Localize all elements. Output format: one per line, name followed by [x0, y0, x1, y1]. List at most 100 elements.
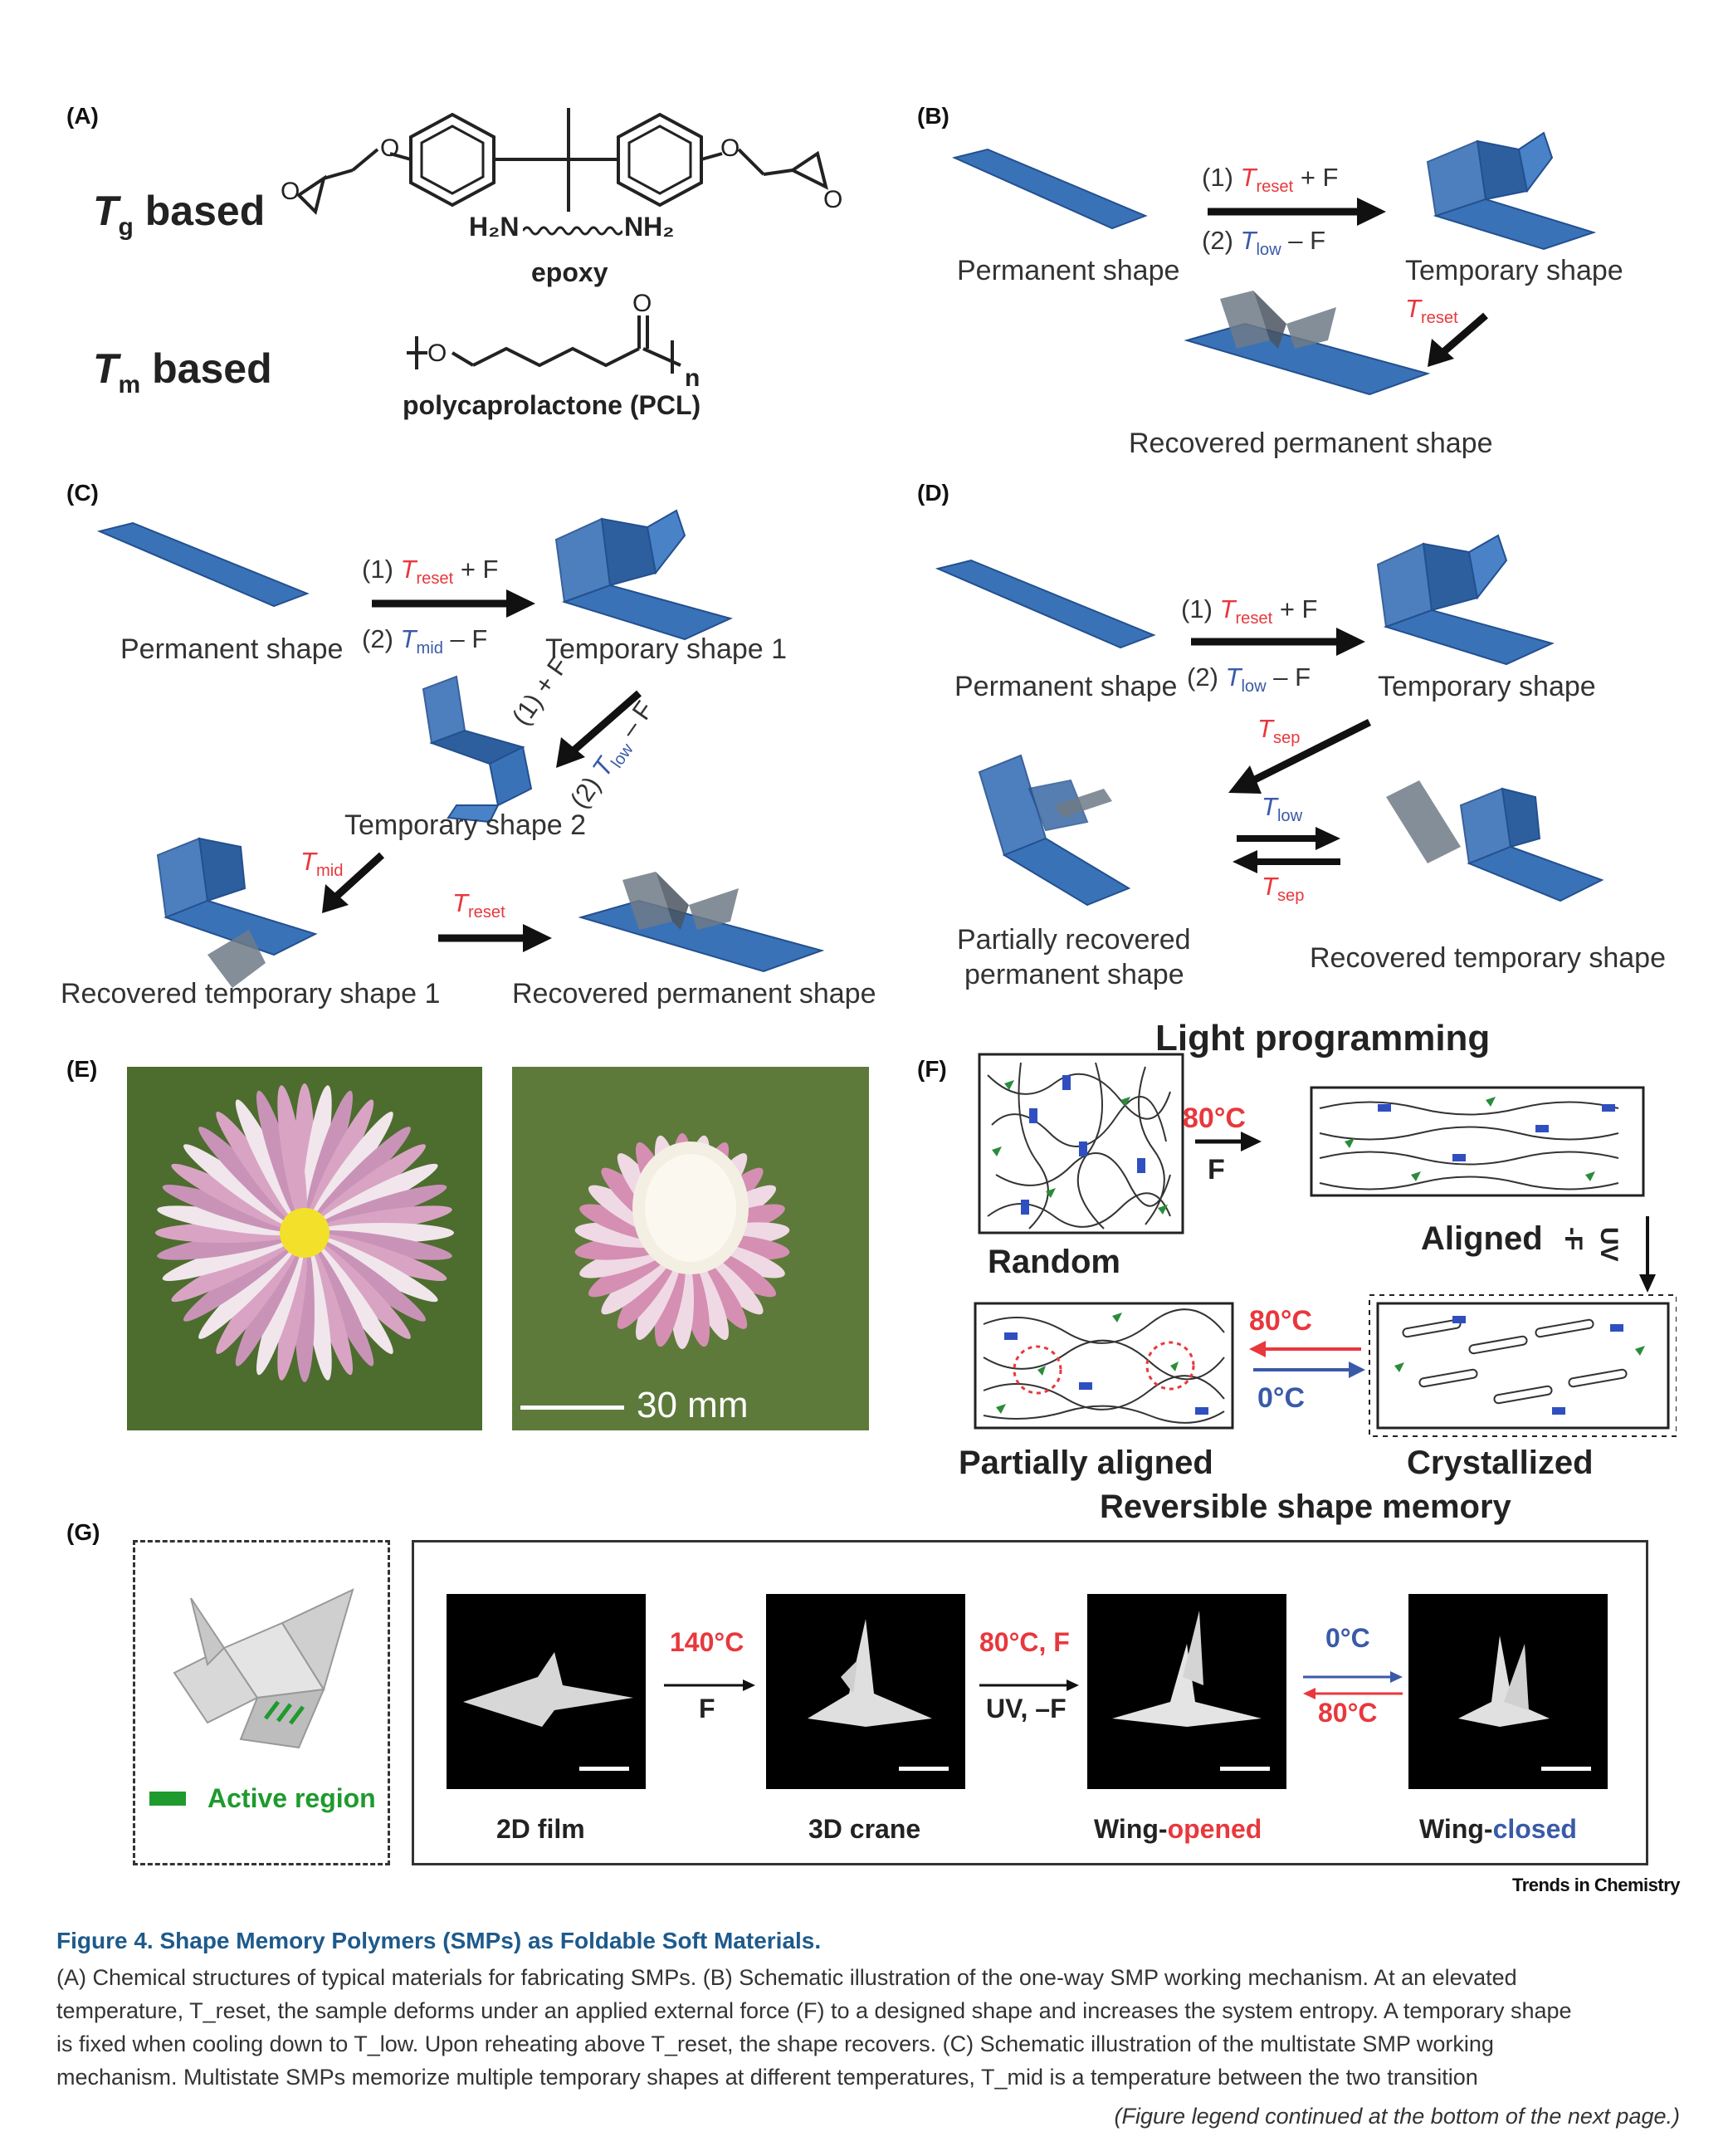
f-step-force: F [1208, 1154, 1225, 1186]
scale-bar [520, 1406, 624, 1410]
g-active-region-label: Active region [207, 1783, 376, 1813]
g-step2-uv: UV, –F [986, 1694, 1067, 1723]
b-temporary-shape [1426, 131, 1597, 251]
d-step1: (1) Treset + F [1181, 594, 1318, 628]
pcl-structure: O O n [407, 290, 700, 390]
d-partial-label-1: Partially recovered [957, 924, 1191, 956]
c-recovered-perm-label: Recovered permanent shape [512, 978, 876, 1010]
figure-title: Figure 4. Shape Memory Polymers (SMPs) a… [56, 1928, 822, 1953]
g-photo-wing-opened [1087, 1594, 1286, 1789]
g-active-swatch [149, 1792, 186, 1806]
g-photo-2d-film [447, 1594, 646, 1789]
caption-line-2: temperature, T_reset, the sample deforms… [56, 1998, 1572, 2023]
g-crane-diagram [173, 1588, 354, 1749]
d-temporary-label: Temporary shape [1378, 671, 1596, 702]
g-cap-wing-closed: Wing-closed [1419, 1814, 1577, 1844]
g-step1-temp: 140°C [670, 1627, 744, 1657]
c-temporary2-shape [422, 675, 533, 824]
epoxide-o-left: O [281, 178, 300, 205]
pcl-name: polycaprolactone (PCL) [403, 390, 701, 420]
f-crystallized-label: Crystallized [1407, 1445, 1594, 1481]
g-step3-cool: 0°C [1325, 1623, 1370, 1653]
d-temporary-shape [1376, 534, 1555, 666]
b-recovered-label: Recovered permanent shape [1129, 428, 1493, 459]
epoxide-o-right: O [823, 186, 842, 213]
d-recovered-temp-shape [1386, 780, 1604, 902]
d-step2: (2) Tlow – F [1187, 662, 1311, 697]
flower-photo-closed: 30 mm [512, 1067, 869, 1430]
figure-caption: (A) Chemical structures of typical mater… [56, 1961, 1680, 2094]
c-permanent-sheet [96, 521, 310, 608]
panel-b-shapes [951, 131, 1597, 396]
f-cool: 0°C [1257, 1382, 1306, 1414]
panel-g-label: (G) [66, 1519, 100, 1545]
g-cap-2d-film: 2D film [496, 1814, 585, 1844]
g-step1-force: F [699, 1694, 715, 1723]
b-permanent-sheet [951, 148, 1148, 230]
panel-a-label: (A) [66, 103, 99, 129]
panel-c-shapes [96, 509, 825, 988]
caption-line-4: mechanism. Multistate SMPs memorize mult… [56, 2065, 1478, 2090]
d-partial-shape [978, 754, 1131, 907]
continued-note: (Figure legend continued at the bottom o… [1114, 2104, 1680, 2129]
tm-based-label: Tm based [93, 345, 272, 398]
panel-d-label: (D) [917, 480, 949, 506]
g-arrows [664, 1671, 1403, 1699]
d-sep2-label: Tsep [1262, 872, 1305, 906]
b-recovered-shape [1184, 291, 1431, 396]
c-mid-label: Tmid [300, 847, 344, 881]
d-sep-label: Tsep [1257, 714, 1301, 748]
c-permanent-label: Permanent shape [120, 633, 344, 665]
panel-f-diagram [974, 1053, 1677, 1437]
b-permanent-label: Permanent shape [957, 255, 1180, 286]
g-step3-heat: 80°C [1318, 1698, 1378, 1728]
c-step2: (2) Tmid – F [362, 624, 488, 658]
epoxy-amine-right: NH₂ [624, 212, 675, 242]
c-reset-label: Treset [452, 888, 505, 922]
panel-f-label: (F) [917, 1056, 947, 1082]
caption-line-3: is fixed when cooling down to T_low. Upo… [56, 2031, 1494, 2056]
f-aligned-label: Aligned [1421, 1220, 1543, 1257]
c-recovered-temp1-shape [156, 837, 318, 988]
d-permanent-label: Permanent shape [954, 671, 1178, 702]
f-footer-label: Reversible shape memory [1100, 1489, 1511, 1525]
c-temporary1-shape [554, 509, 733, 641]
g-step2-temp: 80°C, F [979, 1627, 1070, 1657]
c-temporary2-label: Temporary shape 2 [344, 809, 587, 841]
epoxy-o-right: O [720, 134, 740, 162]
d-recovered-temp-label: Recovered temporary shape [1310, 942, 1667, 974]
d-permanent-sheet [935, 559, 1156, 649]
d-partial-label-2: permanent shape [964, 959, 1184, 990]
b-step1: (1) Treset + F [1202, 163, 1339, 197]
g-dashed-box [133, 1540, 390, 1865]
pcl-n: n [685, 364, 700, 390]
epoxy-structure: O O O O [281, 108, 842, 215]
pcl-o-chain: O [427, 340, 447, 367]
panel-e-label: (E) [66, 1056, 98, 1082]
c-step1: (1) Treset + F [362, 555, 499, 589]
c-recovered-perm-shape [578, 872, 825, 973]
f-random-label: Random [988, 1244, 1120, 1280]
f-minus-f: -F [1560, 1227, 1587, 1251]
f-step-temp: 80°C [1183, 1102, 1246, 1134]
g-photo-wing-closed [1408, 1594, 1608, 1789]
panel-c-label: (C) [66, 480, 99, 506]
c-recovered-temp1-label: Recovered temporary shape 1 [61, 978, 441, 1010]
f-title: Light programming [1155, 1018, 1491, 1058]
caption-line-1: (A) Chemical structures of typical mater… [56, 1965, 1517, 1990]
b-step2: (2) Tlow – F [1202, 226, 1326, 260]
c-temporary1-label: Temporary shape 1 [545, 633, 788, 665]
tg-based-label: Tg based [93, 188, 266, 241]
d-low-label: Tlow [1262, 792, 1303, 826]
panel-d-shapes [935, 534, 1604, 907]
panel-b-label: (B) [917, 103, 949, 129]
f-partially-aligned-label: Partially aligned [959, 1445, 1213, 1481]
g-sequence-box [412, 1540, 1648, 1865]
flower-photo-open [127, 1067, 482, 1430]
pcl-o-carbonyl: O [632, 290, 652, 317]
epoxy-amine-left: H₂N [469, 212, 520, 242]
g-photo-3d-crane [766, 1594, 965, 1789]
b-temporary-label: Temporary shape [1405, 255, 1623, 286]
epoxy-name: epoxy [531, 257, 608, 287]
g-cap-3d-crane: 3D crane [808, 1814, 921, 1844]
